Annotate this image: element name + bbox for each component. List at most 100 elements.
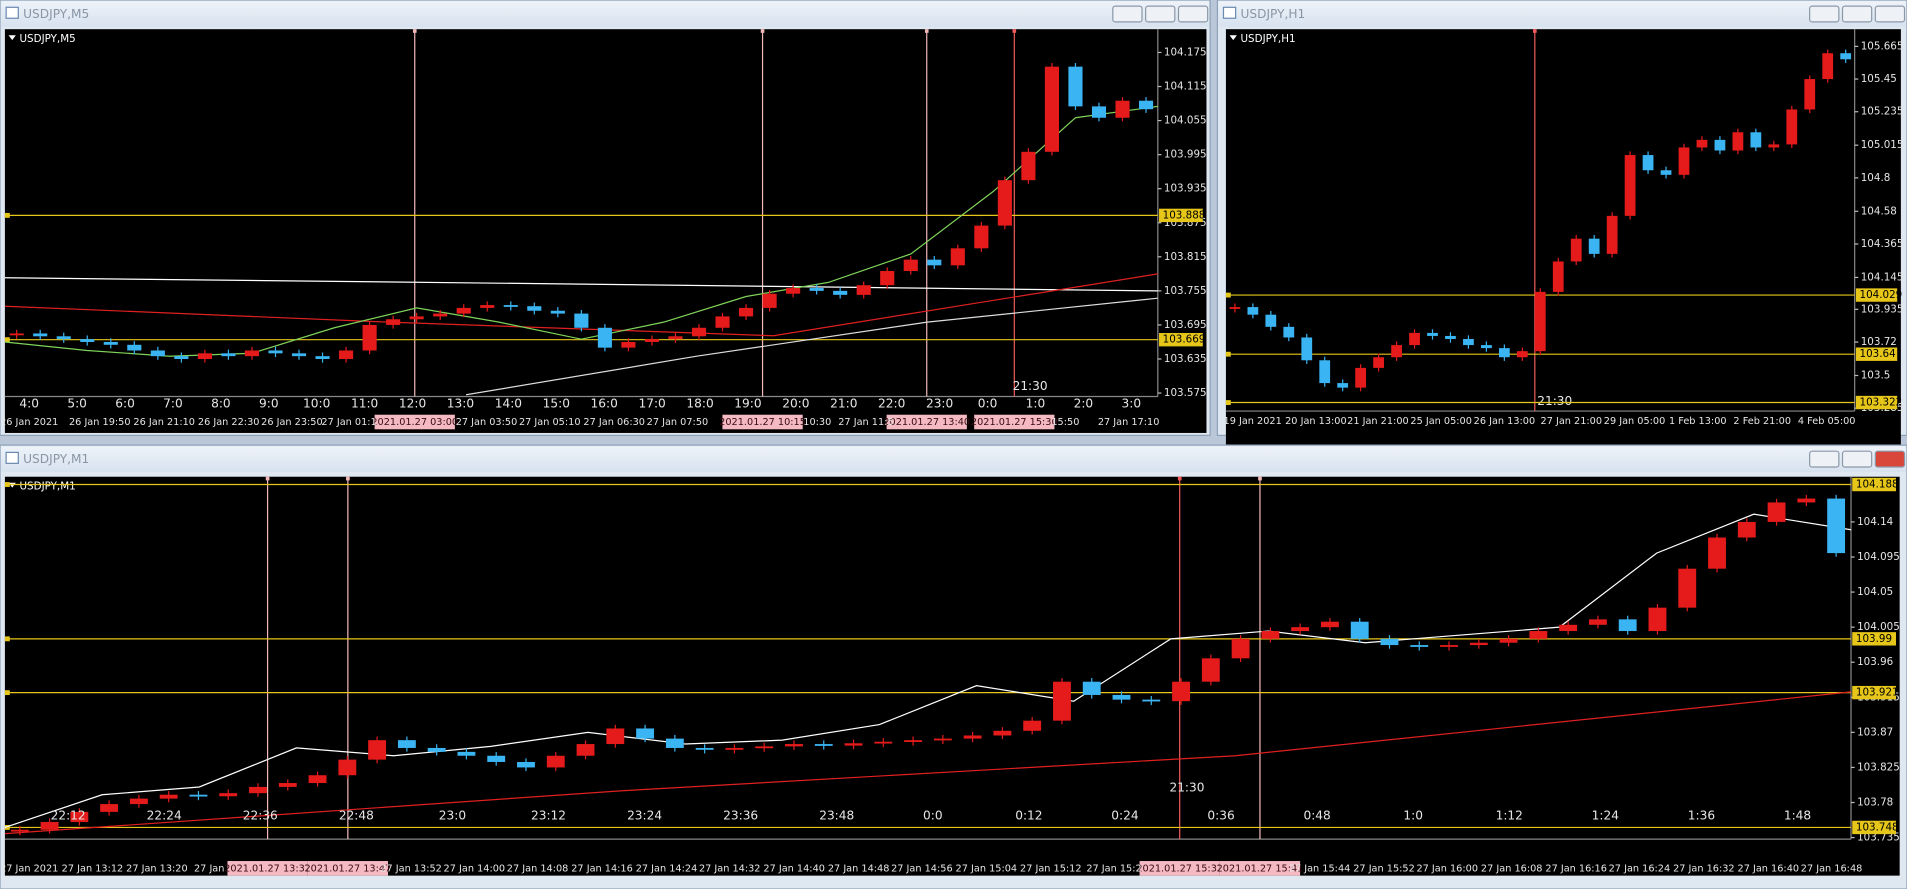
candle [576,744,595,756]
date-label: 2 Feb 21:00 [1733,416,1791,427]
chart-area [1225,29,1901,448]
candle [1804,79,1816,110]
candle [1678,147,1690,175]
candle [1481,345,1492,349]
level-handle [1225,292,1231,298]
y-tick-label: 103.935 [1164,183,1207,195]
candle [1516,351,1528,358]
candle [1534,291,1546,352]
candle [1498,348,1510,358]
level-label: 103.921 [1856,687,1899,699]
date-label: 20 Jan 13:00 [1285,416,1347,427]
candle [715,316,730,328]
candle [129,798,148,805]
level-handle [4,825,10,830]
level-label-bg [1855,347,1898,361]
candle [10,829,29,832]
close-button[interactable] [1177,5,1209,23]
date-label: 27 Jan 14:40 [763,863,825,874]
minimize-button[interactable] [1809,450,1840,468]
level-label: 103.669 [1163,334,1206,346]
candle [1642,155,1654,171]
date-label: 1 Feb 13:00 [1669,416,1727,427]
candle [874,741,893,744]
candle [1091,106,1107,118]
candle [103,341,118,345]
date-label: 27 Jan 16:24 [1609,863,1671,874]
candle [527,306,542,311]
candle [1840,53,1852,60]
candle [1797,498,1816,503]
marker-label-bg [1219,861,1301,876]
candle [785,744,803,747]
date-label: 26 Jan 22:30 [198,417,260,428]
hour-label: 16:0 [591,396,618,410]
candle [397,740,416,748]
candle [1337,383,1349,388]
candle [33,333,48,337]
candle [1261,631,1280,639]
candle [833,290,848,295]
candle [159,794,178,799]
hour-label: 23:0 [439,809,466,823]
candle [950,248,965,266]
candle [9,333,24,336]
date-label: 27 Jan 14:00 [444,863,506,874]
candle [1732,132,1744,151]
level-label-bg [1852,820,1897,835]
y-tick-label: 103.575 [1164,387,1207,399]
y-tick-label: 104.175 [1164,46,1207,58]
indicator-line [4,105,1158,357]
marker-label: 2021.01.27 15:31 [1136,863,1223,874]
candle [574,313,589,328]
candle [1768,144,1780,148]
candle [550,310,565,314]
cursor-label: 21:30 [1013,379,1048,393]
marker-label-bg [886,414,967,430]
candle [249,786,267,794]
candle [546,755,565,768]
marker-label: 2021.01.27 10:15 [719,417,806,428]
y-tick-label: 104.095 [1857,551,1900,563]
date-label: 27 Jan 14:08 [507,863,569,874]
marker-label: 2021.01.27 13:40 [883,417,970,428]
candle [1708,537,1726,569]
y-tick-label: 103.755 [1164,285,1207,297]
date-label: 26 Jan 23:50 [261,417,323,428]
hour-label: 14:0 [495,396,522,410]
minimize-button[interactable] [1112,5,1143,23]
close-button[interactable] [1874,5,1906,23]
date-label: 27 Jan 11:5 [838,417,893,428]
candle [1350,621,1369,639]
level-label-bg [1855,288,1898,302]
date-label: 27 Jan 13:12 [62,863,124,874]
date-label: 10:30 [803,417,831,428]
candle [1410,645,1429,647]
candle [1588,238,1600,254]
candle [1559,624,1578,632]
hour-label: 1:12 [1496,809,1523,823]
maximize-button[interactable] [1841,450,1873,468]
date-label: 19 Jan 2021 [1224,416,1282,427]
candle [880,271,895,286]
hour-label: 22:0 [878,396,905,410]
hour-label: 7:0 [163,396,183,410]
level-label: 103.99 [1856,633,1892,645]
candle [1606,215,1618,254]
minimize-button[interactable] [1809,5,1840,23]
candle [315,356,330,359]
level-label: 104.188 [1856,479,1899,491]
marker-label: 2021.01.27 03:00 [371,417,458,428]
y-tick-label: 104.005 [1857,621,1900,633]
candle [963,735,982,739]
candle [1265,314,1277,327]
candle [100,804,119,812]
candle [1053,681,1071,721]
y-tick-label: 103.5 [1861,369,1891,381]
hour-label: 0:12 [1015,809,1042,823]
close-button[interactable] [1874,450,1906,468]
maximize-button[interactable] [1841,5,1873,23]
maximize-button[interactable] [1145,5,1176,23]
y-tick-label: 103.87 [1857,726,1893,738]
candle [1660,170,1672,175]
